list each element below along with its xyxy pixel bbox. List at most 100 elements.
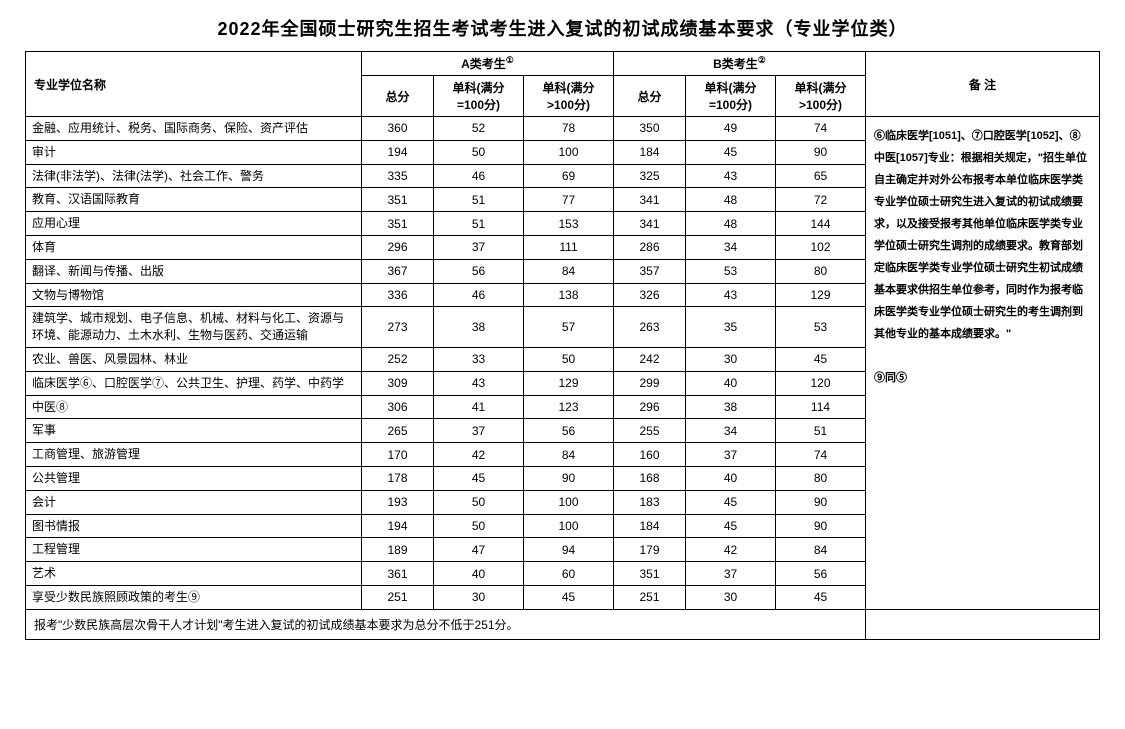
notes-cell: ⑥临床医学[1051]、⑦口腔医学[1052]、⑧中医[1057]专业：根据相关… bbox=[866, 117, 1100, 610]
cell-name: 翻译、新闻与传播、出版 bbox=[26, 259, 362, 283]
cell-score-a: 50 bbox=[434, 490, 524, 514]
cell-score-b: 74 bbox=[776, 117, 866, 141]
cell-name: 体育 bbox=[26, 235, 362, 259]
cell-score-b: 286 bbox=[614, 235, 686, 259]
cell-name: 农业、兽医、风景园林、林业 bbox=[26, 347, 362, 371]
cell-score-b: 49 bbox=[686, 117, 776, 141]
cell-name: 军事 bbox=[26, 419, 362, 443]
score-table: 专业学位名称 A类考生① B类考生② 备 注 总分 单科(满分=100分) 单科… bbox=[25, 51, 1100, 640]
cell-score-a: 38 bbox=[434, 307, 524, 348]
cell-score-b: 45 bbox=[776, 347, 866, 371]
cell-name: 会计 bbox=[26, 490, 362, 514]
cell-name: 中医⑧ bbox=[26, 395, 362, 419]
cell-name: 工程管理 bbox=[26, 538, 362, 562]
cell-score-a: 84 bbox=[524, 443, 614, 467]
cell-name: 图书情报 bbox=[26, 514, 362, 538]
cell-score-a: 40 bbox=[434, 562, 524, 586]
cell-score-b: 296 bbox=[614, 395, 686, 419]
cell-score-a: 33 bbox=[434, 347, 524, 371]
cell-score-b: 48 bbox=[686, 212, 776, 236]
cell-score-a: 69 bbox=[524, 164, 614, 188]
cell-score-a: 50 bbox=[434, 514, 524, 538]
cell-score-b: 35 bbox=[686, 307, 776, 348]
cell-score-a: 30 bbox=[434, 585, 524, 609]
cell-score-a: 252 bbox=[362, 347, 434, 371]
cell-name: 公共管理 bbox=[26, 466, 362, 490]
cell-score-b: 160 bbox=[614, 443, 686, 467]
cell-score-a: 41 bbox=[434, 395, 524, 419]
cell-score-a: 77 bbox=[524, 188, 614, 212]
header-b-subover: 单科(满分>100分) bbox=[776, 76, 866, 117]
cell-name: 金融、应用统计、税务、国际商务、保险、资产评估 bbox=[26, 117, 362, 141]
cell-name: 法律(非法学)、法律(法学)、社会工作、警务 bbox=[26, 164, 362, 188]
cell-name: 审计 bbox=[26, 140, 362, 164]
cell-score-a: 306 bbox=[362, 395, 434, 419]
cell-score-b: 251 bbox=[614, 585, 686, 609]
header-group-a: A类考生① bbox=[362, 52, 614, 76]
cell-score-b: 45 bbox=[686, 514, 776, 538]
cell-score-b: 80 bbox=[776, 259, 866, 283]
cell-score-a: 100 bbox=[524, 514, 614, 538]
cell-score-a: 194 bbox=[362, 140, 434, 164]
cell-score-a: 43 bbox=[434, 371, 524, 395]
cell-score-a: 129 bbox=[524, 371, 614, 395]
cell-score-a: 367 bbox=[362, 259, 434, 283]
cell-score-b: 90 bbox=[776, 140, 866, 164]
cell-score-a: 60 bbox=[524, 562, 614, 586]
cell-score-a: 42 bbox=[434, 443, 524, 467]
cell-score-b: 129 bbox=[776, 283, 866, 307]
cell-score-b: 45 bbox=[686, 490, 776, 514]
cell-score-b: 38 bbox=[686, 395, 776, 419]
header-name: 专业学位名称 bbox=[26, 52, 362, 117]
cell-score-b: 114 bbox=[776, 395, 866, 419]
cell-score-b: 144 bbox=[776, 212, 866, 236]
cell-score-b: 34 bbox=[686, 235, 776, 259]
cell-score-b: 45 bbox=[686, 140, 776, 164]
header-group-b: B类考生② bbox=[614, 52, 866, 76]
cell-score-b: 263 bbox=[614, 307, 686, 348]
cell-score-a: 47 bbox=[434, 538, 524, 562]
cell-score-a: 50 bbox=[434, 140, 524, 164]
cell-score-a: 51 bbox=[434, 212, 524, 236]
header-b-sub100: 单科(满分=100分) bbox=[686, 76, 776, 117]
cell-score-b: 102 bbox=[776, 235, 866, 259]
cell-score-b: 51 bbox=[776, 419, 866, 443]
cell-score-b: 357 bbox=[614, 259, 686, 283]
cell-score-b: 40 bbox=[686, 466, 776, 490]
cell-score-b: 326 bbox=[614, 283, 686, 307]
header-a-total: 总分 bbox=[362, 76, 434, 117]
cell-score-b: 80 bbox=[776, 466, 866, 490]
cell-score-b: 72 bbox=[776, 188, 866, 212]
header-a-subover: 单科(满分>100分) bbox=[524, 76, 614, 117]
cell-score-b: 350 bbox=[614, 117, 686, 141]
cell-score-a: 153 bbox=[524, 212, 614, 236]
cell-score-a: 138 bbox=[524, 283, 614, 307]
cell-score-b: 37 bbox=[686, 443, 776, 467]
cell-score-b: 179 bbox=[614, 538, 686, 562]
cell-score-a: 360 bbox=[362, 117, 434, 141]
cell-score-b: 168 bbox=[614, 466, 686, 490]
cell-score-a: 351 bbox=[362, 212, 434, 236]
cell-name: 应用心理 bbox=[26, 212, 362, 236]
cell-score-a: 273 bbox=[362, 307, 434, 348]
cell-score-b: 74 bbox=[776, 443, 866, 467]
header-b-total: 总分 bbox=[614, 76, 686, 117]
cell-score-b: 242 bbox=[614, 347, 686, 371]
header-a-sub100: 单科(满分=100分) bbox=[434, 76, 524, 117]
cell-score-b: 341 bbox=[614, 188, 686, 212]
cell-score-b: 48 bbox=[686, 188, 776, 212]
cell-name: 建筑学、城市规划、电子信息、机械、材料与化工、资源与环境、能源动力、土木水利、生… bbox=[26, 307, 362, 348]
cell-name: 临床医学⑥、口腔医学⑦、公共卫生、护理、药学、中药学 bbox=[26, 371, 362, 395]
cell-score-b: 65 bbox=[776, 164, 866, 188]
cell-name: 艺术 bbox=[26, 562, 362, 586]
cell-score-b: 30 bbox=[686, 585, 776, 609]
cell-score-b: 43 bbox=[686, 283, 776, 307]
cell-score-b: 34 bbox=[686, 419, 776, 443]
cell-score-b: 84 bbox=[776, 538, 866, 562]
cell-score-a: 84 bbox=[524, 259, 614, 283]
cell-score-a: 37 bbox=[434, 235, 524, 259]
cell-score-a: 45 bbox=[524, 585, 614, 609]
cell-score-b: 351 bbox=[614, 562, 686, 586]
cell-score-a: 100 bbox=[524, 490, 614, 514]
cell-score-b: 37 bbox=[686, 562, 776, 586]
